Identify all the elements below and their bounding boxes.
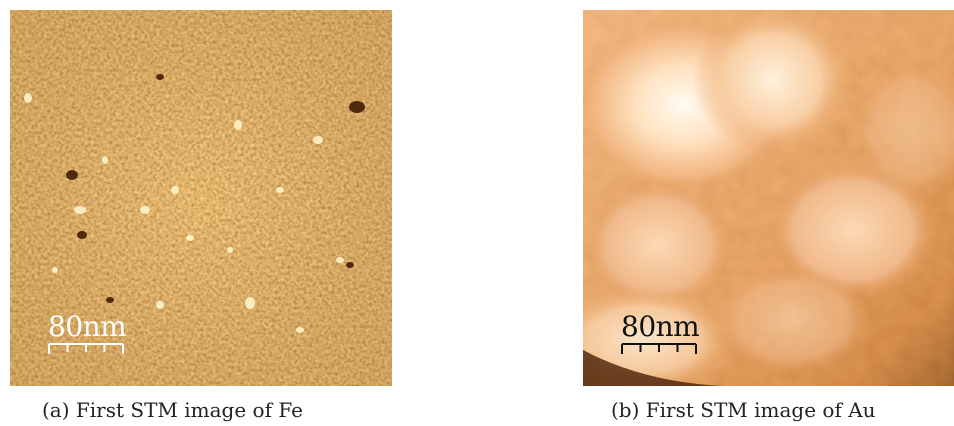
scalebar-au: 80nm <box>621 310 700 355</box>
stm-image-au <box>583 10 954 386</box>
scalebar-label: 80nm <box>621 310 700 343</box>
scalebar-label: 80nm <box>48 310 127 343</box>
caption-fe: (a) First STM image of Fe <box>42 398 303 422</box>
scalebar-ruler <box>48 343 124 354</box>
scalebar-ruler <box>621 343 697 354</box>
stm-image-au-panel: 80nm <box>583 10 954 386</box>
caption-au: (b) First STM image of Au <box>611 398 876 422</box>
stm-image-fe-panel: 80nm <box>10 10 392 386</box>
scalebar-fe: 80nm <box>48 310 127 355</box>
stm-image-fe <box>10 10 392 386</box>
